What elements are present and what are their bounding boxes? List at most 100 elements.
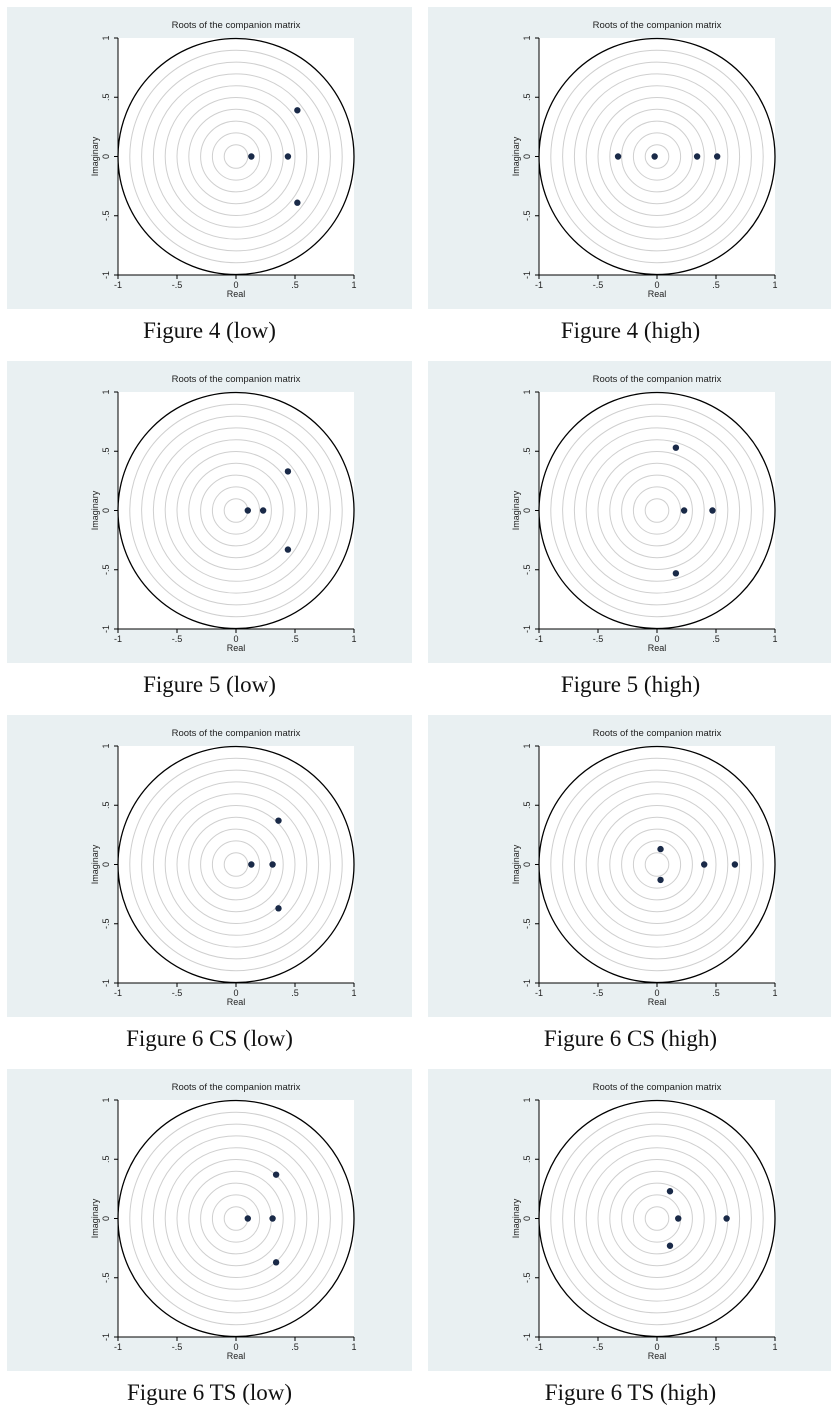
grid-circle xyxy=(585,793,729,936)
roots-plot: -1 -.5 0 .5 1 1 .5 0 -.5 -1 Real Imaginary Roots of … xyxy=(90,728,357,1007)
y-tick-label: .5 xyxy=(522,801,532,809)
y-tick-label: .5 xyxy=(522,93,532,101)
plot-area xyxy=(118,38,354,275)
x-axis-label: Real xyxy=(227,997,246,1007)
y-tick-label: -.5 xyxy=(101,918,111,929)
grid-circle xyxy=(176,97,296,216)
grid-circle xyxy=(562,769,752,960)
grid-circle xyxy=(200,474,272,547)
chart-panel: -1 -.5 0 .5 1 1 .5 0 -.5 -1 Real Imaginary Roots of … xyxy=(7,361,412,663)
x-tick-label: .5 xyxy=(712,988,720,998)
y-tick-label: -.5 xyxy=(522,1272,532,1283)
x-tick-label: -1 xyxy=(114,988,122,998)
x-tick-label: -1 xyxy=(535,634,543,644)
grid-circle xyxy=(597,1159,717,1278)
y-tick-label: 1 xyxy=(101,35,111,40)
x-axis-label: Real xyxy=(648,997,667,1007)
grid-circle xyxy=(632,132,682,181)
y-tick-label: -.5 xyxy=(522,918,532,929)
x-tick-label: .5 xyxy=(712,634,720,644)
root-point xyxy=(672,570,680,577)
y-tick-label: 0 xyxy=(101,508,111,513)
grid-circle xyxy=(550,757,764,972)
grid-circle xyxy=(644,144,670,169)
root-point xyxy=(672,444,680,451)
x-tick-label: -.5 xyxy=(593,1342,604,1352)
y-tick-label: 1 xyxy=(101,1097,111,1102)
grid-circle xyxy=(597,451,717,570)
grid-circle xyxy=(211,840,261,889)
y-tick-label: -1 xyxy=(101,1333,111,1341)
x-tick-label: -.5 xyxy=(593,634,604,644)
chart-panel: -1 -.5 0 .5 1 1 .5 0 -.5 -1 Real Imaginary Roots of … xyxy=(428,1069,831,1371)
grid-circle xyxy=(585,439,729,582)
chart-cell-3: -1 -.5 0 .5 1 1 .5 0 -.5 -1 Real Imaginary Roots of … xyxy=(7,361,412,715)
y-axis-label: Imaginary xyxy=(90,1198,100,1238)
x-axis-label: Real xyxy=(648,1351,667,1361)
grid-circle xyxy=(573,73,741,240)
chart-title: Roots of the companion matrix xyxy=(172,374,301,385)
chart-cell-7: -1 -.5 0 .5 1 1 .5 0 -.5 -1 Real Imaginary Roots of … xyxy=(7,1069,412,1423)
y-axis-label: Imaginary xyxy=(511,136,521,176)
x-tick-label: -1 xyxy=(535,988,543,998)
grid-circle xyxy=(188,108,284,205)
x-tick-label: .5 xyxy=(712,1342,720,1352)
chart-panel: -1 -.5 0 .5 1 1 .5 0 -.5 -1 Real Imaginary Roots of … xyxy=(428,7,831,309)
grid-circle xyxy=(562,61,752,252)
y-axis-label: Imaginary xyxy=(90,490,100,530)
y-tick-label: 1 xyxy=(522,389,532,394)
grid-circle xyxy=(562,1123,752,1314)
y-tick-label: -1 xyxy=(101,271,111,279)
root-point xyxy=(657,845,664,853)
x-tick-label: -.5 xyxy=(172,634,183,644)
x-tick-label: 0 xyxy=(233,634,238,644)
root-point xyxy=(284,153,292,160)
grid-circle xyxy=(644,1206,670,1231)
y-tick-label: 0 xyxy=(522,154,532,159)
figure-caption: Figure 6 CS (high) xyxy=(543,1026,718,1051)
grid-circle xyxy=(176,1159,296,1278)
root-point xyxy=(701,861,708,868)
y-tick-label: 0 xyxy=(522,508,532,513)
root-point xyxy=(275,905,282,912)
grid-circle xyxy=(188,1170,284,1267)
y-tick-label: .5 xyxy=(522,447,532,455)
grid-circle xyxy=(621,120,693,193)
chart-panel: -1 -.5 0 .5 1 1 .5 0 -.5 -1 Real Imaginary Roots of … xyxy=(7,1069,412,1371)
root-point xyxy=(248,861,255,868)
roots-plot: -1 -.5 0 .5 1 1 .5 0 -.5 -1 Real Imaginary Roots of … xyxy=(511,20,778,299)
roots-plot: -1 -.5 0 .5 1 1 .5 0 -.5 -1 Real Imaginary Roots of … xyxy=(511,374,778,653)
x-tick-label: -.5 xyxy=(593,988,604,998)
x-tick-label: 1 xyxy=(772,634,777,644)
root-point xyxy=(666,1188,674,1195)
grid-circle xyxy=(609,108,705,205)
x-tick-label: 0 xyxy=(233,280,238,290)
x-tick-label: 1 xyxy=(772,988,777,998)
grid-circle xyxy=(129,49,343,264)
chart-cell-5: -1 -.5 0 .5 1 1 .5 0 -.5 -1 Real Imaginary Roots of … xyxy=(7,715,412,1069)
grid-circle xyxy=(573,781,741,948)
grid-circle xyxy=(152,1135,320,1302)
chart-title: Roots of the companion matrix xyxy=(593,1082,722,1093)
x-tick-label: .5 xyxy=(712,280,720,290)
root-point xyxy=(666,1242,674,1249)
root-point xyxy=(248,153,255,160)
root-point xyxy=(269,1215,276,1222)
grid-circle xyxy=(597,805,717,924)
grid-circle xyxy=(141,61,331,252)
grid-circle xyxy=(141,769,331,960)
chart-title: Roots of the companion matrix xyxy=(593,20,722,31)
root-point xyxy=(244,507,251,514)
grid-circle xyxy=(152,781,320,948)
grid-circle xyxy=(573,1135,741,1302)
grid-circle xyxy=(152,73,320,240)
grid-circle xyxy=(188,816,284,913)
chart-cell-6: -1 -.5 0 .5 1 1 .5 0 -.5 -1 Real Imaginary Roots of … xyxy=(428,715,831,1069)
grid-circle xyxy=(223,144,249,169)
root-point xyxy=(723,1215,730,1222)
grid-circle xyxy=(550,49,764,264)
y-tick-label: -1 xyxy=(522,979,532,987)
x-tick-label: 0 xyxy=(654,988,659,998)
root-point xyxy=(651,153,658,160)
